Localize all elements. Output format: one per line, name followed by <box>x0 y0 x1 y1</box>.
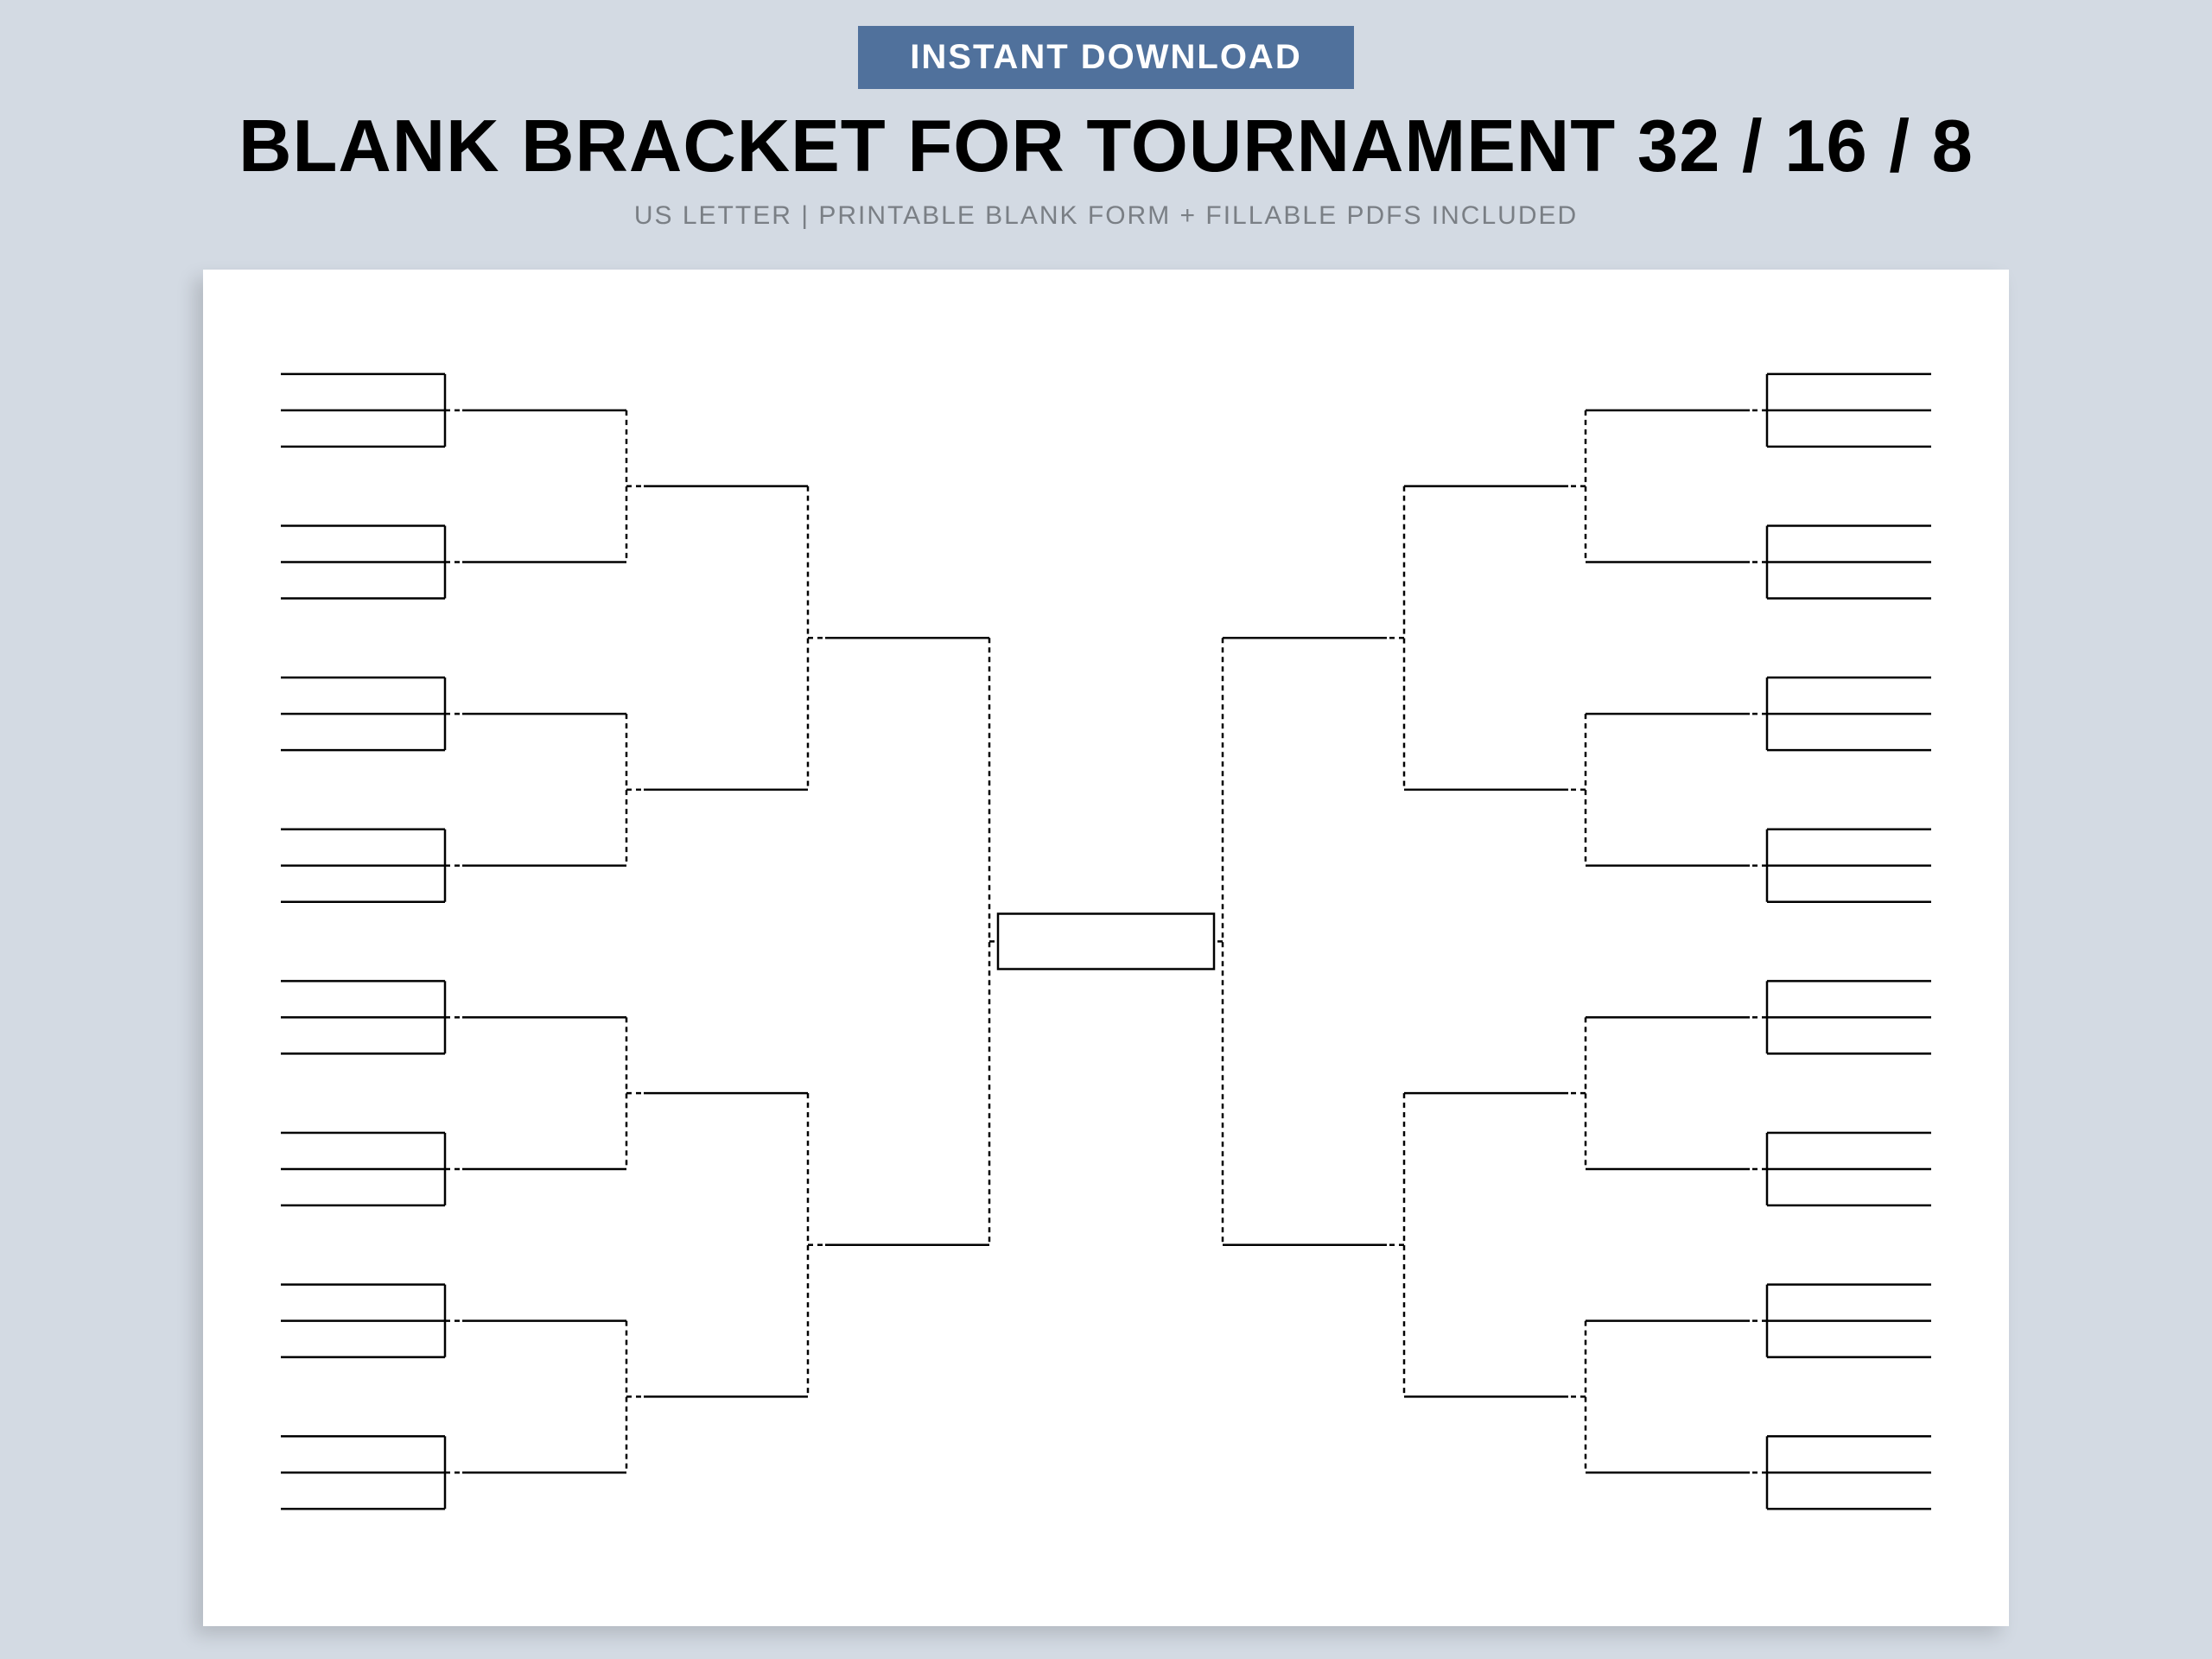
bracket-diagram <box>203 270 2009 1626</box>
page-subtitle: US LETTER | PRINTABLE BLANK FORM + FILLA… <box>634 201 1578 231</box>
page-title: BLANK BRACKET FOR TOURNAMENT 32 / 16 / 8 <box>238 105 1974 189</box>
banner: INSTANT DOWNLOAD <box>858 26 1353 89</box>
bracket-sheet <box>203 270 2009 1626</box>
